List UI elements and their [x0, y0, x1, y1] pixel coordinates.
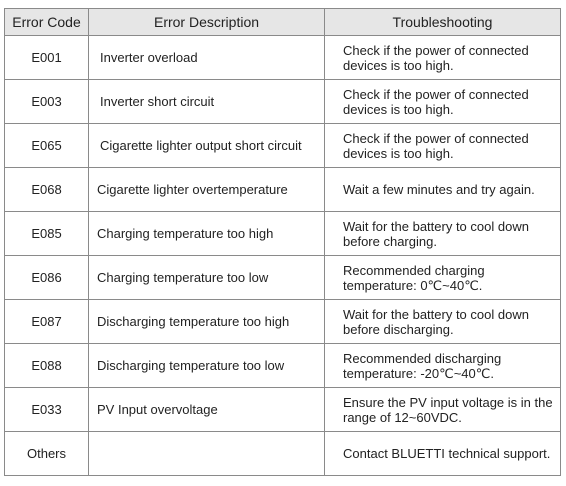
- table-row: E068 Cigarette lighter overtemperature W…: [4, 167, 561, 212]
- troubleshooting-cell: Ensure the PV input voltage is in the ra…: [324, 387, 561, 432]
- error-description-cell: [88, 431, 325, 476]
- troubleshooting-cell: Check if the power of connected devices …: [324, 79, 561, 124]
- error-description-cell: PV Input overvoltage: [88, 387, 325, 432]
- troubleshooting-cell: Wait for the battery to cool down before…: [324, 211, 561, 256]
- error-code-cell: E088: [4, 343, 89, 388]
- troubleshooting-cell: Wait for the battery to cool down before…: [324, 299, 561, 344]
- header-error-description: Error Description: [88, 8, 325, 36]
- table-row: E087 Discharging temperature too high Wa…: [4, 299, 561, 344]
- error-description-cell: Discharging temperature too low: [88, 343, 325, 388]
- error-code-cell: E086: [4, 255, 89, 300]
- troubleshooting-cell: Check if the power of connected devices …: [324, 123, 561, 168]
- error-description-cell: Charging temperature too high: [88, 211, 325, 256]
- error-description-cell: Inverter overload: [88, 35, 325, 80]
- error-code-cell: E068: [4, 167, 89, 212]
- table-row: E003 Inverter short circuit Check if the…: [4, 79, 561, 124]
- error-code-cell: E085: [4, 211, 89, 256]
- error-description-cell: Charging temperature too low: [88, 255, 325, 300]
- error-code-cell: E065: [4, 123, 89, 168]
- table-header: Error Code Error Description Troubleshoo…: [4, 8, 561, 36]
- error-code-cell: E003: [4, 79, 89, 124]
- error-description-cell: Inverter short circuit: [88, 79, 325, 124]
- troubleshooting-cell: Check if the power of connected devices …: [324, 35, 561, 80]
- error-code-table: Error Code Error Description Troubleshoo…: [4, 8, 561, 476]
- table-body: E001 Inverter overload Check if the powe…: [4, 35, 561, 476]
- troubleshooting-cell: Contact BLUETTI technical support.: [324, 431, 561, 476]
- error-code-cell: E033: [4, 387, 89, 432]
- troubleshooting-cell: Recommended discharging temperature: -20…: [324, 343, 561, 388]
- table-row: E088 Discharging temperature too low Rec…: [4, 343, 561, 388]
- table-row: E001 Inverter overload Check if the powe…: [4, 35, 561, 80]
- table-row: Others Contact BLUETTI technical support…: [4, 431, 561, 476]
- error-description-cell: Cigarette lighter output short circuit: [88, 123, 325, 168]
- troubleshooting-cell: Wait a few minutes and try again.: [324, 167, 561, 212]
- header-error-code: Error Code: [4, 8, 89, 36]
- table-row: E085 Charging temperature too high Wait …: [4, 211, 561, 256]
- header-troubleshooting: Troubleshooting: [324, 8, 561, 36]
- error-code-cell: E001: [4, 35, 89, 80]
- error-code-cell: Others: [4, 431, 89, 476]
- header-row: Error Code Error Description Troubleshoo…: [4, 8, 561, 36]
- table-row: E086 Charging temperature too low Recomm…: [4, 255, 561, 300]
- error-description-cell: Discharging temperature too high: [88, 299, 325, 344]
- table-row: E065 Cigarette lighter output short circ…: [4, 123, 561, 168]
- troubleshooting-cell: Recommended charging temperature: 0℃~40℃…: [324, 255, 561, 300]
- table-row: E033 PV Input overvoltage Ensure the PV …: [4, 387, 561, 432]
- error-description-cell: Cigarette lighter overtemperature: [88, 167, 325, 212]
- error-code-cell: E087: [4, 299, 89, 344]
